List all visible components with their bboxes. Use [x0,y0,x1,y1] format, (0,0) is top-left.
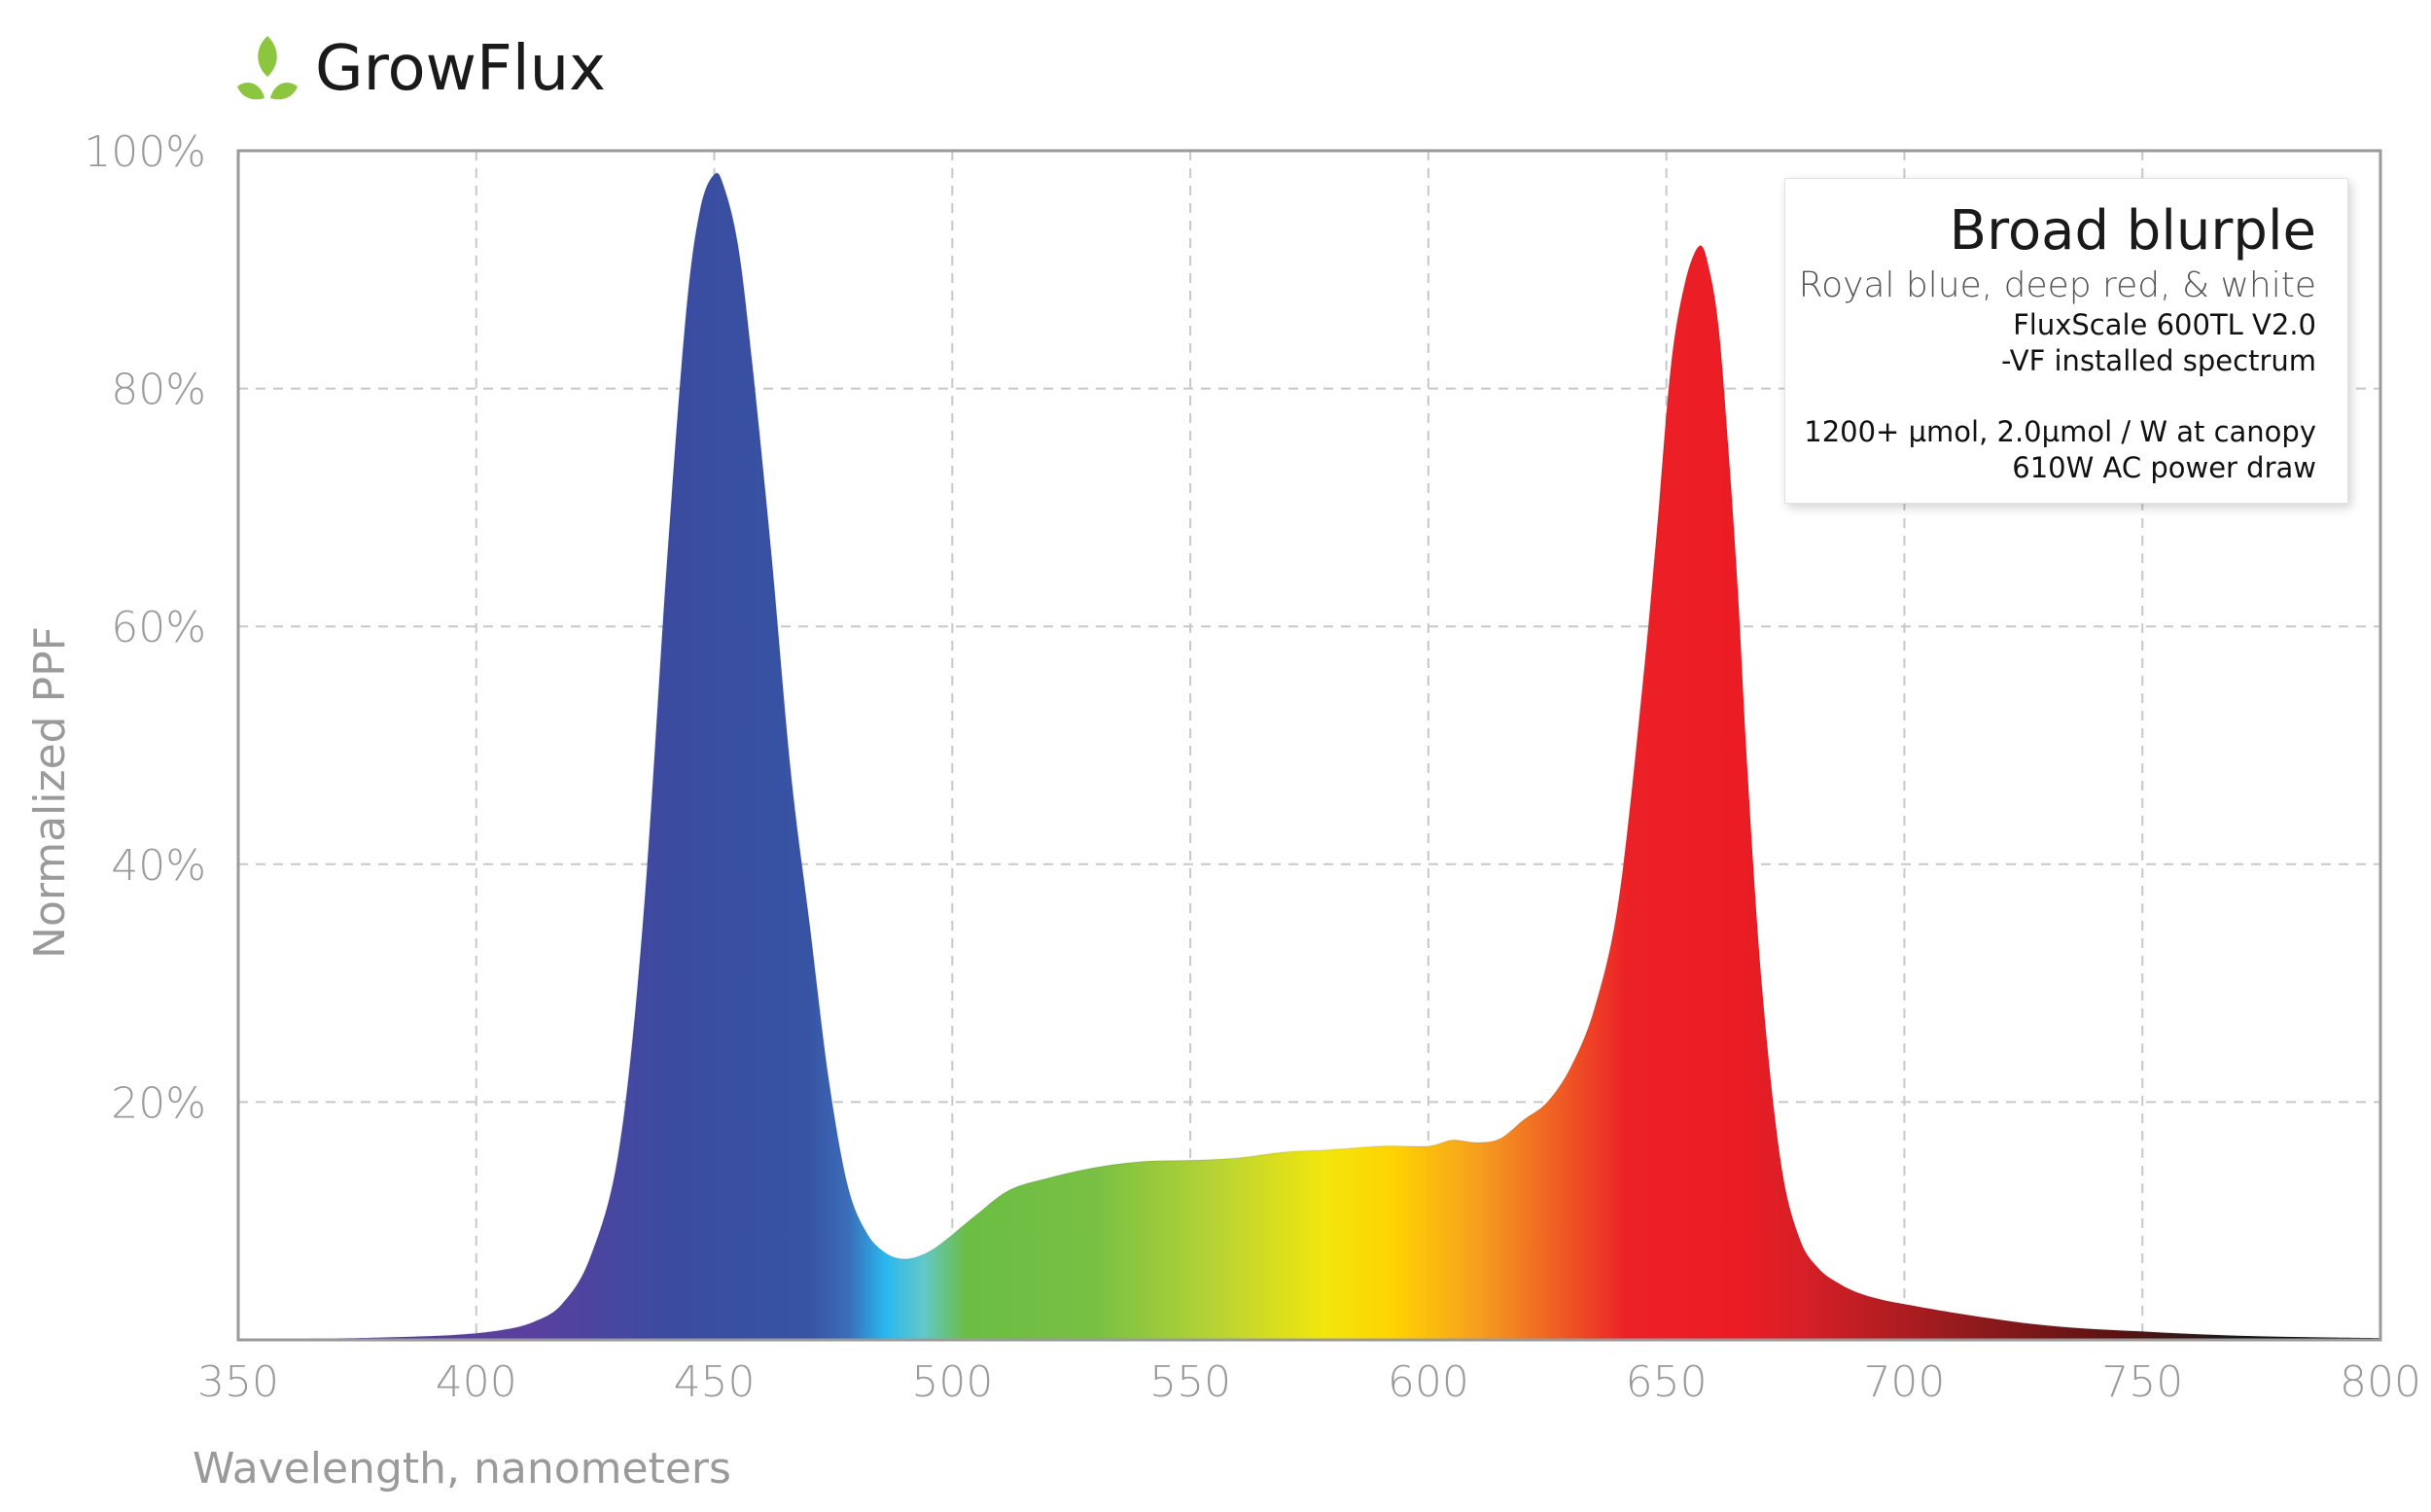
x-axis-ticks: 350 400 450 500 550 600 650 700 750 800 [197,1357,2421,1407]
x-tick-label: 450 [674,1357,756,1407]
y-axis-ticks: 20% 40% 60% 80% 100% [84,127,206,1128]
legend-box: Broad blurple Royal blue, deep red, & wh… [1784,178,2348,504]
y-tick-label: 80% [111,366,206,415]
x-tick-label: 650 [1626,1357,1708,1407]
legend-product-line-1: FluxScale 600TL V2.0 [2013,308,2316,341]
legend-subtitle: Royal blue, deep red, & white [1798,265,2316,305]
x-axis-label: Wavelength, nanometers [193,1444,731,1494]
y-tick-label: 60% [111,603,206,652]
x-tick-label: 700 [1863,1357,1945,1407]
spectrum-area [309,172,2381,1340]
y-tick-label: 40% [111,841,206,891]
y-tick-label: 100% [84,127,206,177]
x-tick-label: 750 [2101,1357,2183,1407]
brand-name: GrowFlux [315,33,607,105]
brand-logo: GrowFlux [233,25,606,113]
x-tick-label: 600 [1388,1357,1469,1407]
leaf-icon [237,36,298,100]
x-tick-label: 500 [911,1357,993,1407]
spectrum-outline [309,172,2381,1340]
x-tick-label: 350 [197,1357,279,1407]
legend-product-line-2: -VF installed spectrum [2001,344,2316,377]
legend-spec-line-2: 610W AC power draw [2012,451,2316,484]
legend-title: Broad blurple [1949,199,2316,263]
plot-frame [236,149,2382,1342]
x-tick-label: 550 [1149,1357,1231,1407]
legend-spec-line-1: 1200+ µmol, 2.0µmol / W at canopy [1804,415,2316,448]
x-tick-label: 800 [2340,1357,2421,1407]
y-tick-label: 20% [111,1078,206,1128]
y-axis-label: Normalized PPF [25,626,75,959]
x-tick-label: 400 [436,1357,517,1407]
